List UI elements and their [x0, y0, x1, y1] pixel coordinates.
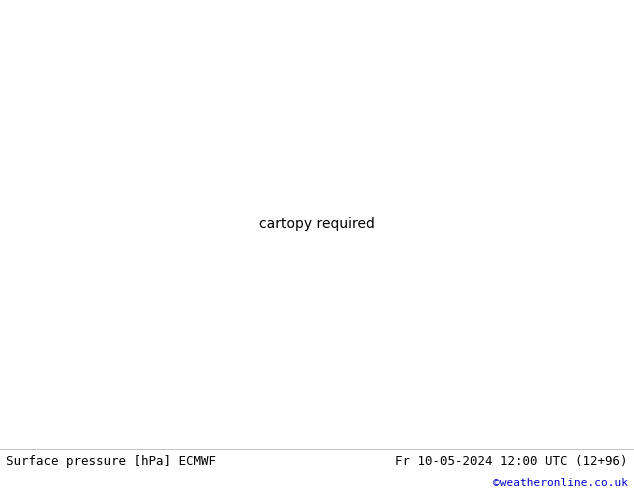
Text: cartopy required: cartopy required: [259, 217, 375, 231]
Text: Surface pressure [hPa] ECMWF: Surface pressure [hPa] ECMWF: [6, 455, 216, 468]
Text: ©weatheronline.co.uk: ©weatheronline.co.uk: [493, 477, 628, 488]
Text: Fr 10-05-2024 12:00 UTC (12+96): Fr 10-05-2024 12:00 UTC (12+96): [395, 455, 628, 468]
